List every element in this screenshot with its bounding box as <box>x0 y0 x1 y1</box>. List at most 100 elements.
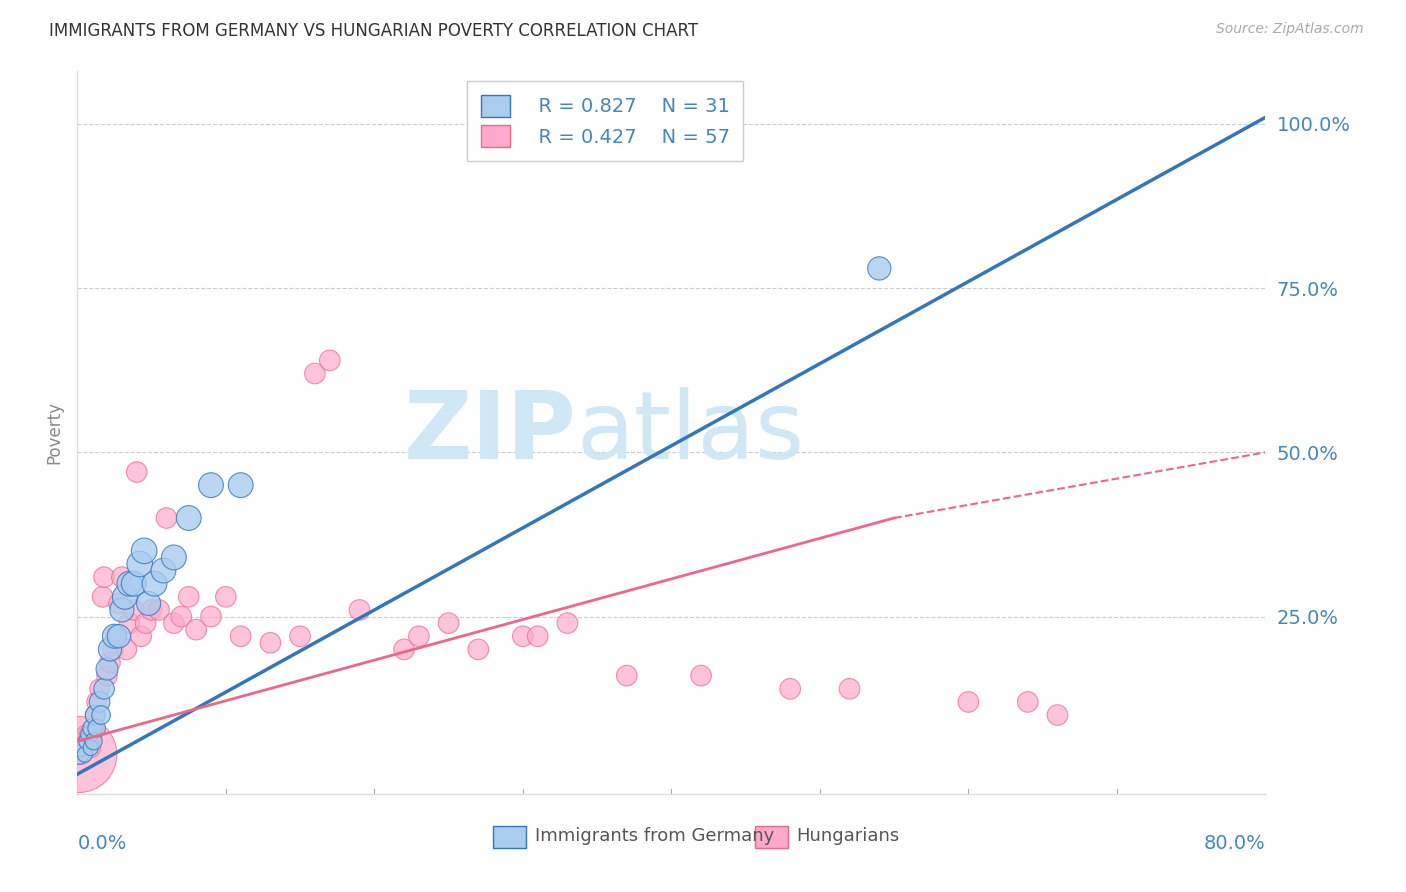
Point <box>98 642 121 657</box>
Point <box>437 616 460 631</box>
Text: Source: ZipAtlas.com: Source: ZipAtlas.com <box>1216 22 1364 37</box>
Point <box>135 616 157 631</box>
Point <box>91 590 114 604</box>
Point <box>138 596 160 610</box>
Point <box>108 596 131 610</box>
Point <box>111 603 134 617</box>
Point <box>186 623 208 637</box>
Point <box>98 656 121 670</box>
Point <box>84 708 107 723</box>
Point <box>177 511 200 525</box>
Point <box>76 734 98 748</box>
Point <box>80 740 103 755</box>
Point <box>84 708 107 723</box>
Point <box>73 747 96 762</box>
Point <box>75 734 97 748</box>
Point <box>143 576 166 591</box>
Point <box>304 367 326 381</box>
Point <box>108 629 131 643</box>
Point <box>115 642 138 657</box>
Point <box>69 740 91 755</box>
Point <box>70 747 93 762</box>
Text: Immigrants from Germany: Immigrants from Germany <box>534 827 773 845</box>
Point <box>83 721 105 735</box>
Point <box>122 603 145 617</box>
Text: 80.0%: 80.0% <box>1204 834 1265 853</box>
Point <box>125 465 148 479</box>
Point <box>75 728 97 742</box>
Point <box>408 629 430 643</box>
Point <box>170 609 193 624</box>
Point <box>200 609 222 624</box>
Point <box>96 668 118 682</box>
Point <box>868 261 890 276</box>
Point <box>512 629 534 643</box>
Point <box>67 747 90 762</box>
Point <box>86 721 108 735</box>
Point <box>89 681 111 696</box>
Y-axis label: Poverty: Poverty <box>45 401 63 464</box>
Point <box>122 576 145 591</box>
Point <box>128 557 150 571</box>
Point <box>80 740 103 755</box>
Point <box>134 544 156 558</box>
Point <box>557 616 579 631</box>
Point <box>104 629 127 643</box>
Point <box>83 734 105 748</box>
Point <box>93 681 115 696</box>
Point <box>129 629 152 643</box>
Point <box>163 616 186 631</box>
Point <box>200 478 222 492</box>
Point <box>141 603 163 617</box>
Bar <box>755 826 787 848</box>
Point <box>82 728 104 742</box>
Point <box>163 550 186 565</box>
Point <box>838 681 860 696</box>
Point <box>1046 708 1069 723</box>
Point <box>148 603 170 617</box>
Point <box>77 728 100 742</box>
Point <box>111 570 134 584</box>
Point <box>155 511 177 525</box>
Point <box>392 642 415 657</box>
Point <box>103 629 125 643</box>
Point <box>1017 695 1039 709</box>
Point <box>349 603 371 617</box>
Point <box>957 695 980 709</box>
Point <box>616 668 638 682</box>
Point <box>779 681 801 696</box>
Point <box>70 740 93 755</box>
Text: ZIP: ZIP <box>404 386 576 479</box>
Legend:   R = 0.827    N = 31,   R = 0.427    N = 57: R = 0.827 N = 31, R = 0.427 N = 57 <box>467 81 744 161</box>
Point <box>93 570 115 584</box>
Point <box>118 616 141 631</box>
Point <box>118 576 141 591</box>
Point <box>177 590 200 604</box>
Bar <box>494 826 526 848</box>
Point <box>288 629 311 643</box>
Text: 0.0%: 0.0% <box>77 834 127 853</box>
Text: Hungarians: Hungarians <box>796 827 900 845</box>
Point <box>72 734 94 748</box>
Point <box>73 740 96 755</box>
Point <box>77 728 100 742</box>
Point <box>690 668 713 682</box>
Point <box>89 695 111 709</box>
Point <box>215 590 238 604</box>
Point <box>67 747 90 762</box>
Point <box>101 642 124 657</box>
Text: IMMIGRANTS FROM GERMANY VS HUNGARIAN POVERTY CORRELATION CHART: IMMIGRANTS FROM GERMANY VS HUNGARIAN POV… <box>49 22 699 40</box>
Point <box>96 662 118 676</box>
Point <box>152 564 174 578</box>
Point <box>319 353 342 368</box>
Point <box>90 708 112 723</box>
Point <box>229 629 252 643</box>
Point <box>114 590 136 604</box>
Point <box>259 636 281 650</box>
Point <box>467 642 489 657</box>
Point <box>229 478 252 492</box>
Point <box>86 695 108 709</box>
Point <box>82 721 104 735</box>
Point <box>526 629 548 643</box>
Text: atlas: atlas <box>576 386 804 479</box>
